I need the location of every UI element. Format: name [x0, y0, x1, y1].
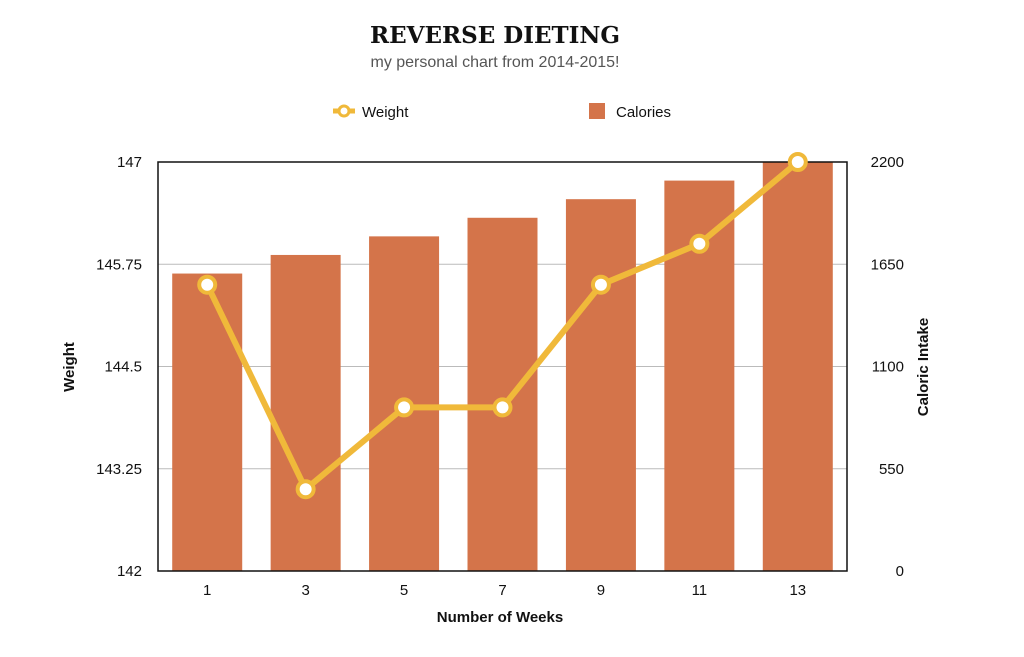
y-axis-left-title: Weight: [61, 342, 78, 392]
y-axis-right-ticks: 0 550 1100 1650 2200: [871, 154, 904, 580]
x-tick-label: 9: [597, 582, 605, 599]
calories-bar: [565, 199, 636, 571]
weight-point: [689, 233, 710, 254]
legend-calories-label: Calories: [616, 104, 671, 121]
y-right-tick-label: 550: [879, 461, 904, 478]
x-tick-label: 5: [400, 582, 408, 599]
x-tick-label: 3: [301, 582, 309, 599]
weight-point: [295, 479, 316, 500]
weight-point: [590, 274, 611, 295]
calories-bars: [172, 162, 833, 572]
y-axis-right-title: Caloric Intake: [915, 318, 932, 416]
x-tick-label: 1: [203, 582, 211, 599]
y-left-tick-label: 142: [117, 563, 142, 580]
x-tick-label: 13: [789, 582, 806, 599]
weight-line: [197, 152, 808, 500]
weight-point: [394, 397, 415, 418]
chart-subtitle: my personal chart from 2014-2015!: [370, 54, 620, 71]
weight-point: [492, 397, 513, 418]
legend-weight-label: Weight: [362, 104, 409, 121]
y-right-tick-label: 1100: [872, 359, 904, 376]
plot-border: [157, 161, 848, 572]
y-left-tick-label: 144.5: [104, 359, 142, 376]
calories-bar: [270, 254, 341, 572]
weight-point: [787, 152, 808, 172]
x-axis-ticks: 1 3 5 7 9 11 13: [203, 582, 806, 599]
x-tick-label: 7: [498, 582, 506, 599]
calories-bar: [762, 162, 833, 571]
legend-calories-swatch: [589, 103, 605, 119]
y-left-tick-label: 143.25: [96, 461, 142, 478]
y-right-tick-label: 0: [896, 563, 904, 580]
plot-frame: [157, 161, 848, 572]
calories-bar: [467, 217, 538, 572]
chart-title: REVERSE DIETING: [369, 22, 621, 49]
x-tick-label: 11: [692, 582, 708, 599]
y-left-tick-label: 145.75: [96, 256, 142, 273]
legend: Weight Calories: [333, 103, 671, 121]
y-axis-left-ticks: 142 143.25 144.5 145.75 147: [96, 154, 142, 580]
x-axis-title: Number of Weeks: [437, 609, 563, 626]
y-right-tick-label: 2200: [871, 154, 904, 171]
calories-bar: [172, 273, 243, 571]
legend-weight-marker: [337, 104, 351, 118]
weight-point: [197, 274, 218, 295]
y-left-tick-label: 147: [117, 154, 142, 171]
y-right-tick-label: 1650: [871, 256, 904, 273]
